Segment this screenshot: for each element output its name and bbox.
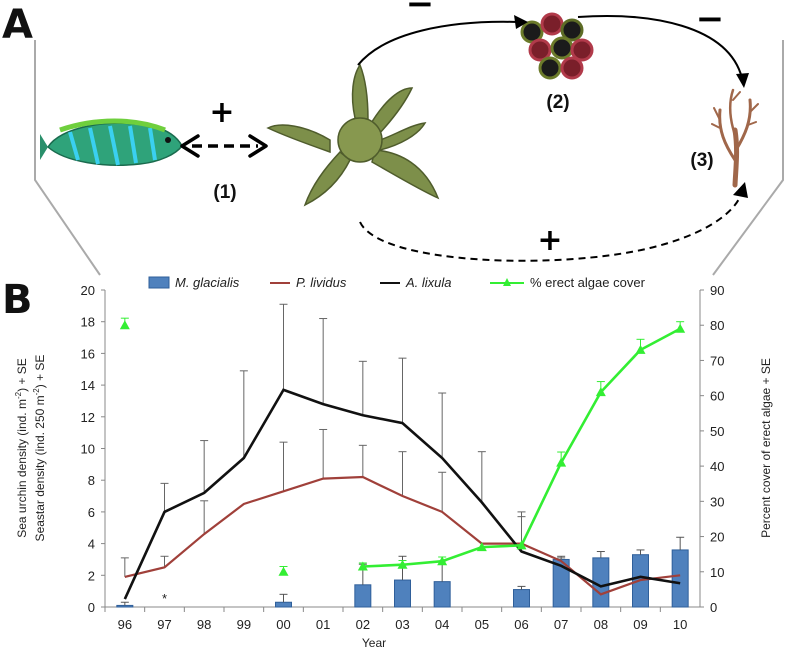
bars-m-glacialis: [116, 536, 689, 608]
series-lines: *: [119, 303, 686, 606]
x-tick-label: 01: [316, 617, 330, 632]
x-tick-label: 00: [276, 617, 290, 632]
y-tick-left-label: 14: [81, 378, 95, 393]
connector-left: [34, 40, 101, 276]
x-tick-label: 97: [157, 617, 171, 632]
x-tick-label: 04: [435, 617, 449, 632]
urchin-algae-arrow: [577, 15, 743, 79]
bar-m-glacialis: [116, 604, 134, 608]
y-tick-left-label: 12: [81, 410, 95, 425]
fish-seastar-arrow: [180, 134, 268, 158]
y-tick-right-label: 30: [710, 494, 724, 509]
bar-m-glacialis: [354, 584, 372, 608]
marker-algae: [278, 566, 289, 576]
seastar-urchin-arrowhead: [514, 15, 528, 29]
y-tick-left-label: 8: [88, 473, 95, 488]
legend-label-m-glacialis: M. glacialis: [175, 275, 240, 290]
marker-algae: [397, 559, 408, 569]
y-tick-left-label: 16: [81, 346, 95, 361]
marker-algae: [675, 323, 686, 333]
label-3: (3): [690, 150, 713, 171]
y-tick-right-label: 10: [710, 565, 724, 580]
y-tick-right-label: 90: [710, 283, 724, 298]
bar-m-glacialis: [513, 589, 530, 608]
y-axis-left-title-line2: Seastar density (ind. 250 m-2) + SE: [32, 355, 47, 542]
y-tick-right-label: 80: [710, 318, 724, 333]
legend-marker-algae: [503, 278, 511, 286]
bar-m-glacialis: [275, 601, 292, 608]
marker-algae: [556, 457, 567, 467]
y-tick-left-label: 20: [81, 283, 95, 298]
y-tick-right-label: 20: [710, 530, 724, 545]
y-ticks-left: 0 2 4 6 8 10 12 14 16 18 20: [81, 283, 105, 615]
urchins-image: [520, 12, 594, 80]
x-axis-title: Year: [362, 636, 386, 649]
x-tick-label: 02: [356, 617, 370, 632]
y-tick-left-label: 18: [81, 315, 95, 330]
bar-m-glacialis: [671, 549, 689, 608]
bar-m-glacialis: [433, 581, 451, 608]
sign-urchin-algae: −: [696, 0, 725, 39]
y-tick-left-label: 10: [81, 442, 95, 457]
x-tick-label: 09: [633, 617, 647, 632]
sign-fish-seastar: +: [209, 95, 234, 130]
y-tick-left-label: 6: [88, 505, 95, 520]
seastar-algae-arrow: [359, 191, 743, 262]
x-tick-label: 07: [554, 617, 568, 632]
marker-algae: [516, 540, 527, 550]
panel-a-letter: A: [2, 2, 33, 48]
legend-label-a-lixula: A. lixula: [405, 275, 452, 290]
y-tick-left-label: 2: [88, 568, 95, 583]
y-tick-left-label: 4: [88, 537, 95, 552]
marker-algae: [595, 387, 606, 397]
y-tick-right-label: 70: [710, 353, 724, 368]
y-tick-right-label: 40: [710, 459, 724, 474]
line-a-lixula: [123, 388, 681, 600]
y-axis-left-title-line1: Sea urchin density (ind. m-2) + SE: [14, 358, 29, 538]
urchin-algae-arrowhead: [736, 73, 749, 88]
legend: M. glacialis P. lividus A. lixula % erec…: [148, 275, 646, 290]
marker-algae: [635, 344, 646, 354]
sign-seastar-algae: +: [537, 223, 562, 258]
seastar-urchin-arrow: [357, 20, 519, 66]
x-tick-label: 99: [237, 617, 251, 632]
bar-m-glacialis: [394, 579, 411, 608]
label-2: (2): [546, 92, 569, 113]
x-tick-label: 03: [395, 617, 409, 632]
sign-seastar-urchin: −: [406, 0, 435, 24]
algae-image: [711, 88, 759, 188]
legend-label-p-lividus: P. lividus: [296, 275, 347, 290]
legend-swatch-m-glacialis: [148, 276, 170, 289]
x-tick-label: 08: [594, 617, 608, 632]
x-tick-label: 98: [197, 617, 211, 632]
label-1: (1): [213, 182, 236, 203]
panel-b-letter: B: [2, 277, 33, 323]
marker-algae: [357, 561, 368, 571]
fish-image: [40, 118, 183, 166]
x-tick-label: 10: [673, 617, 687, 632]
marker-algae: [437, 556, 448, 566]
connector-right: [712, 40, 784, 276]
y-tick-left-label: 0: [88, 600, 95, 615]
x-ticks: 96 97 98 99 00 01 02 03 04 05 06 07 08 09 10: [104, 607, 687, 632]
line-p-lividus: [124, 475, 681, 596]
x-tick-label: 06: [514, 617, 528, 632]
y-tick-right-label: 60: [710, 389, 724, 404]
x-tick-label: 96: [118, 617, 132, 632]
seastar-algae-arrowhead: [733, 182, 748, 198]
x-tick-label: 05: [475, 617, 489, 632]
legend-label-algae: % erect algae cover: [530, 275, 646, 290]
y-tick-right-label: 0: [710, 600, 717, 615]
marker-algae: [119, 320, 130, 330]
y-ticks-right: 0 10 20 30 40 50 60 70 80 90: [700, 283, 724, 615]
y-tick-right-label: 50: [710, 424, 724, 439]
annotation-asterisk: *: [162, 591, 167, 606]
marker-algae: [476, 542, 487, 552]
seastar-image: [266, 63, 440, 207]
y-axis-right-title: Percent cover of erect algae + SE: [759, 358, 773, 538]
